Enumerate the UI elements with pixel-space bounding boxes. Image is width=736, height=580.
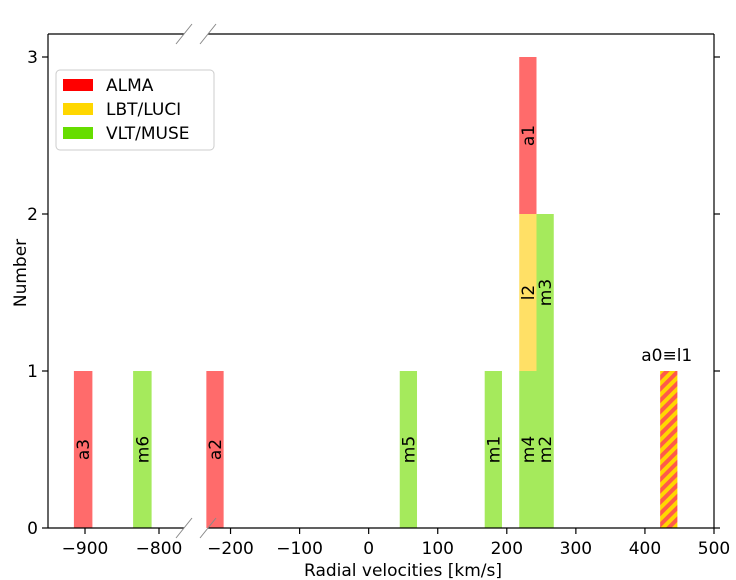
bar-m1 (484, 371, 502, 528)
x-tick-label: −900 (62, 539, 109, 559)
legend-swatch-vlt-muse (63, 127, 93, 139)
y-tick-label: 2 (27, 205, 38, 225)
x-tick-label: −100 (276, 539, 323, 559)
bar-m6 (133, 371, 152, 528)
bar-m5 (399, 371, 418, 528)
bar-a1 (519, 57, 537, 214)
axis-break-mark (175, 23, 193, 45)
axis-break-mark (175, 517, 193, 539)
bar-label-m5: m5 (399, 436, 419, 463)
legend-swatch-lbt-luci (63, 103, 93, 115)
bar-label-m2: m2 (536, 436, 556, 463)
legend: ALMA LBT/LUCI VLT/MUSE (55, 69, 215, 151)
bar-hatched-a0-l1 (660, 371, 678, 528)
x-tick-label: 400 (629, 539, 661, 559)
bar-a2 (206, 371, 224, 528)
bar-label-a0-l1: a0≡l1 (641, 346, 692, 366)
legend-swatch-alma (63, 79, 93, 91)
legend-label: LBT/LUCI (106, 100, 181, 120)
bar-label-m3: m3 (536, 279, 556, 306)
legend-label: ALMA (106, 76, 154, 96)
x-axis-title: Radial velocities [km/s] (304, 561, 502, 580)
legend-box (55, 69, 215, 151)
bar-m2 (536, 371, 554, 528)
x-tick-label: 0 (363, 539, 374, 559)
bar-a3 (73, 371, 93, 528)
y-tick-label: 1 (27, 362, 38, 382)
x-tick-label: 500 (698, 539, 730, 559)
bar-m3 (536, 214, 554, 371)
bar-label-a2: a2 (206, 439, 226, 460)
x-tick-label: −800 (136, 539, 183, 559)
bar-m4 (519, 371, 537, 528)
x-tick-label: −200 (207, 539, 254, 559)
bars-layer (73, 57, 678, 528)
bar-label-a1: a1 (519, 125, 539, 146)
ticks-layer: 0 1 2 3 −900 −800 −200 −100 0 100 200 300 400 500 (27, 48, 730, 559)
bar-label-l2: l2 (519, 285, 539, 301)
axes-layer (47, 23, 715, 539)
bar-label-m6: m6 (133, 436, 153, 463)
y-tick-label: 3 (27, 48, 38, 68)
bar-label-a3: a3 (74, 439, 94, 460)
bar-label-m1: m1 (484, 436, 504, 463)
y-axis-title: Number (11, 239, 31, 307)
axis-break-mark (199, 517, 217, 539)
x-tick-label: 300 (560, 539, 592, 559)
bar-l2 (519, 214, 537, 371)
legend-label: VLT/MUSE (106, 124, 190, 144)
bar-labels-layer: a3 m6 a2 m5 m1 m4 l2 a1 m2 m3 a0≡l1 (74, 125, 692, 463)
bar-label-m4: m4 (519, 436, 539, 463)
x-tick-label: 100 (422, 539, 454, 559)
x-tick-label: 200 (491, 539, 523, 559)
y-tick-label: 0 (27, 519, 38, 539)
axis-break-mark (199, 23, 217, 45)
